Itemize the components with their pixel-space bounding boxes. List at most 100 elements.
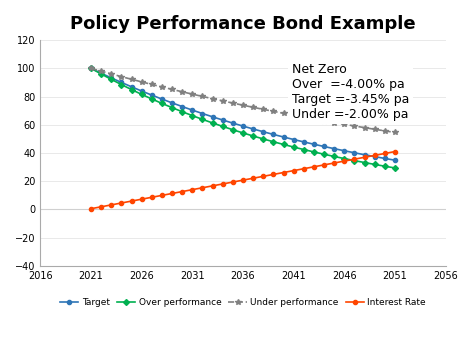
Target (392, 158, 398, 162)
Interest Rate (230, 180, 236, 184)
Under performance (129, 77, 134, 81)
Target (372, 154, 377, 159)
Interest Rate (159, 193, 165, 198)
Target (291, 137, 297, 142)
Interest Rate (362, 155, 368, 159)
Under performance (280, 111, 286, 115)
Under performance (250, 105, 256, 109)
Interest Rate (149, 195, 155, 199)
Line: Target: Target (89, 66, 397, 162)
Interest Rate (139, 197, 145, 201)
Over performance (108, 77, 114, 81)
Under performance (240, 103, 246, 107)
Over performance (240, 131, 246, 135)
Under performance (392, 130, 398, 135)
Under performance (108, 72, 114, 76)
Target (250, 127, 256, 131)
Target (342, 149, 347, 153)
Over performance (382, 164, 388, 169)
Target (200, 112, 205, 116)
Title: Policy Performance Bond Example: Policy Performance Bond Example (70, 15, 416, 33)
Under performance (88, 66, 94, 70)
Target (261, 130, 266, 134)
Target (129, 85, 134, 89)
Over performance (220, 124, 226, 129)
Under performance (169, 87, 175, 91)
Interest Rate (291, 169, 297, 173)
Target (210, 115, 215, 119)
Under performance (190, 92, 195, 96)
Interest Rate (88, 207, 94, 211)
Target (311, 142, 317, 146)
Under performance (261, 107, 266, 112)
Target (159, 97, 165, 101)
Over performance (139, 92, 145, 97)
Over performance (250, 134, 256, 138)
Under performance (342, 122, 347, 126)
Interest Rate (311, 165, 317, 169)
Target (119, 80, 124, 85)
Target (220, 118, 226, 122)
Over performance (169, 105, 175, 110)
Interest Rate (179, 189, 185, 194)
Over performance (88, 66, 94, 70)
Under performance (351, 124, 357, 128)
Over performance (149, 97, 155, 101)
Under performance (119, 74, 124, 79)
Interest Rate (119, 201, 124, 205)
Interest Rate (200, 185, 205, 190)
Interest Rate (382, 152, 388, 156)
Under performance (200, 94, 205, 98)
Under performance (271, 109, 276, 114)
Over performance (311, 150, 317, 154)
Under performance (311, 117, 317, 121)
Interest Rate (280, 170, 286, 175)
Over performance (291, 145, 297, 149)
Over performance (321, 152, 327, 156)
Interest Rate (129, 199, 134, 203)
Over performance (372, 162, 377, 166)
Interest Rate (190, 188, 195, 192)
Line: Interest Rate: Interest Rate (89, 149, 397, 211)
Legend: Target, Over performance, Under performance, Interest Rate: Target, Over performance, Under performa… (56, 295, 429, 311)
Target (179, 104, 185, 109)
Over performance (301, 147, 307, 152)
Target (240, 124, 246, 128)
Under performance (382, 129, 388, 133)
Under performance (362, 126, 368, 130)
Over performance (179, 110, 185, 114)
Under performance (301, 115, 307, 119)
Interest Rate (108, 203, 114, 207)
Under performance (332, 120, 337, 125)
Interest Rate (271, 172, 276, 177)
Under performance (98, 69, 104, 73)
Target (362, 153, 368, 157)
Target (230, 121, 236, 125)
Target (351, 151, 357, 155)
Target (108, 76, 114, 80)
Target (169, 101, 175, 105)
Under performance (230, 101, 236, 105)
Target (301, 140, 307, 144)
Target (280, 135, 286, 139)
Target (332, 147, 337, 151)
Target (139, 89, 145, 93)
Over performance (392, 166, 398, 170)
Interest Rate (372, 153, 377, 158)
Over performance (351, 159, 357, 163)
Interest Rate (169, 192, 175, 196)
Target (98, 71, 104, 75)
Under performance (149, 82, 155, 87)
Interest Rate (321, 163, 327, 167)
Interest Rate (220, 182, 226, 186)
Under performance (159, 85, 165, 89)
Interest Rate (250, 176, 256, 180)
Interest Rate (240, 178, 246, 182)
Line: Over performance: Over performance (89, 66, 397, 170)
Over performance (332, 154, 337, 159)
Target (149, 93, 155, 97)
Under performance (220, 99, 226, 103)
Interest Rate (392, 149, 398, 154)
Over performance (190, 114, 195, 118)
Under performance (210, 97, 215, 101)
